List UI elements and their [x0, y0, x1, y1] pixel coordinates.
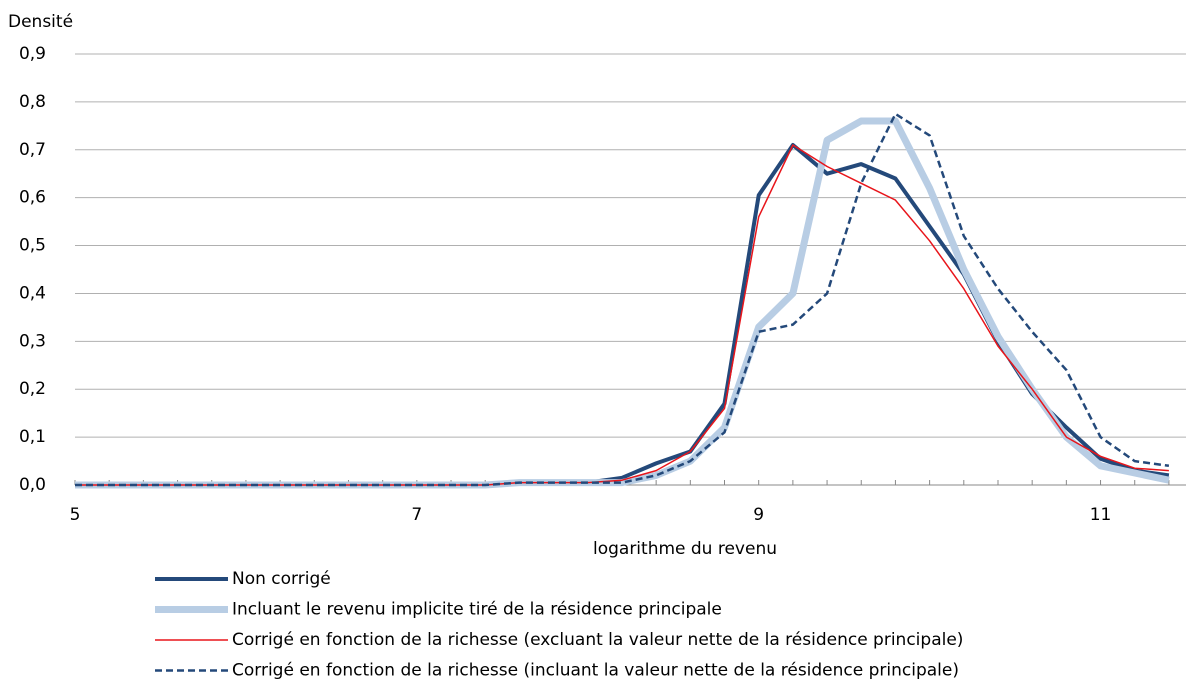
- x-tick-label: 9: [753, 505, 764, 525]
- y-tick-label: 0,6: [19, 188, 46, 208]
- y-tick-label: 0,0: [19, 475, 46, 495]
- y-tick-label: 0,7: [19, 140, 46, 160]
- x-tick-label: 5: [70, 505, 81, 525]
- legend-label: Corrigé en fonction de la richesse (incl…: [232, 661, 959, 681]
- series-line: [75, 117, 1170, 489]
- legend-label: Non corrigé: [232, 569, 331, 589]
- y-axis-title: Densité: [8, 12, 73, 32]
- y-tick-label: 0,5: [19, 236, 46, 256]
- legend-label: Incluant le revenu implicite tiré de la …: [232, 600, 722, 620]
- x-tick-label: 7: [411, 505, 422, 525]
- y-tick-label: 0,8: [19, 92, 46, 112]
- series-line: [75, 144, 1169, 486]
- series-line: [75, 143, 1170, 487]
- series-line: [75, 112, 1170, 487]
- legend-label: Corrigé en fonction de la richesse (excl…: [232, 630, 963, 650]
- y-tick-label: 0,4: [19, 283, 46, 303]
- y-tick-label: 0,1: [19, 427, 46, 447]
- y-tick-label: 0,2: [19, 379, 46, 399]
- y-tick-label: 0,3: [19, 331, 46, 351]
- x-axis-title: logarithme du revenu: [593, 539, 777, 559]
- x-tick-label: 11: [1090, 505, 1112, 525]
- y-tick-label: 0,9: [19, 44, 46, 64]
